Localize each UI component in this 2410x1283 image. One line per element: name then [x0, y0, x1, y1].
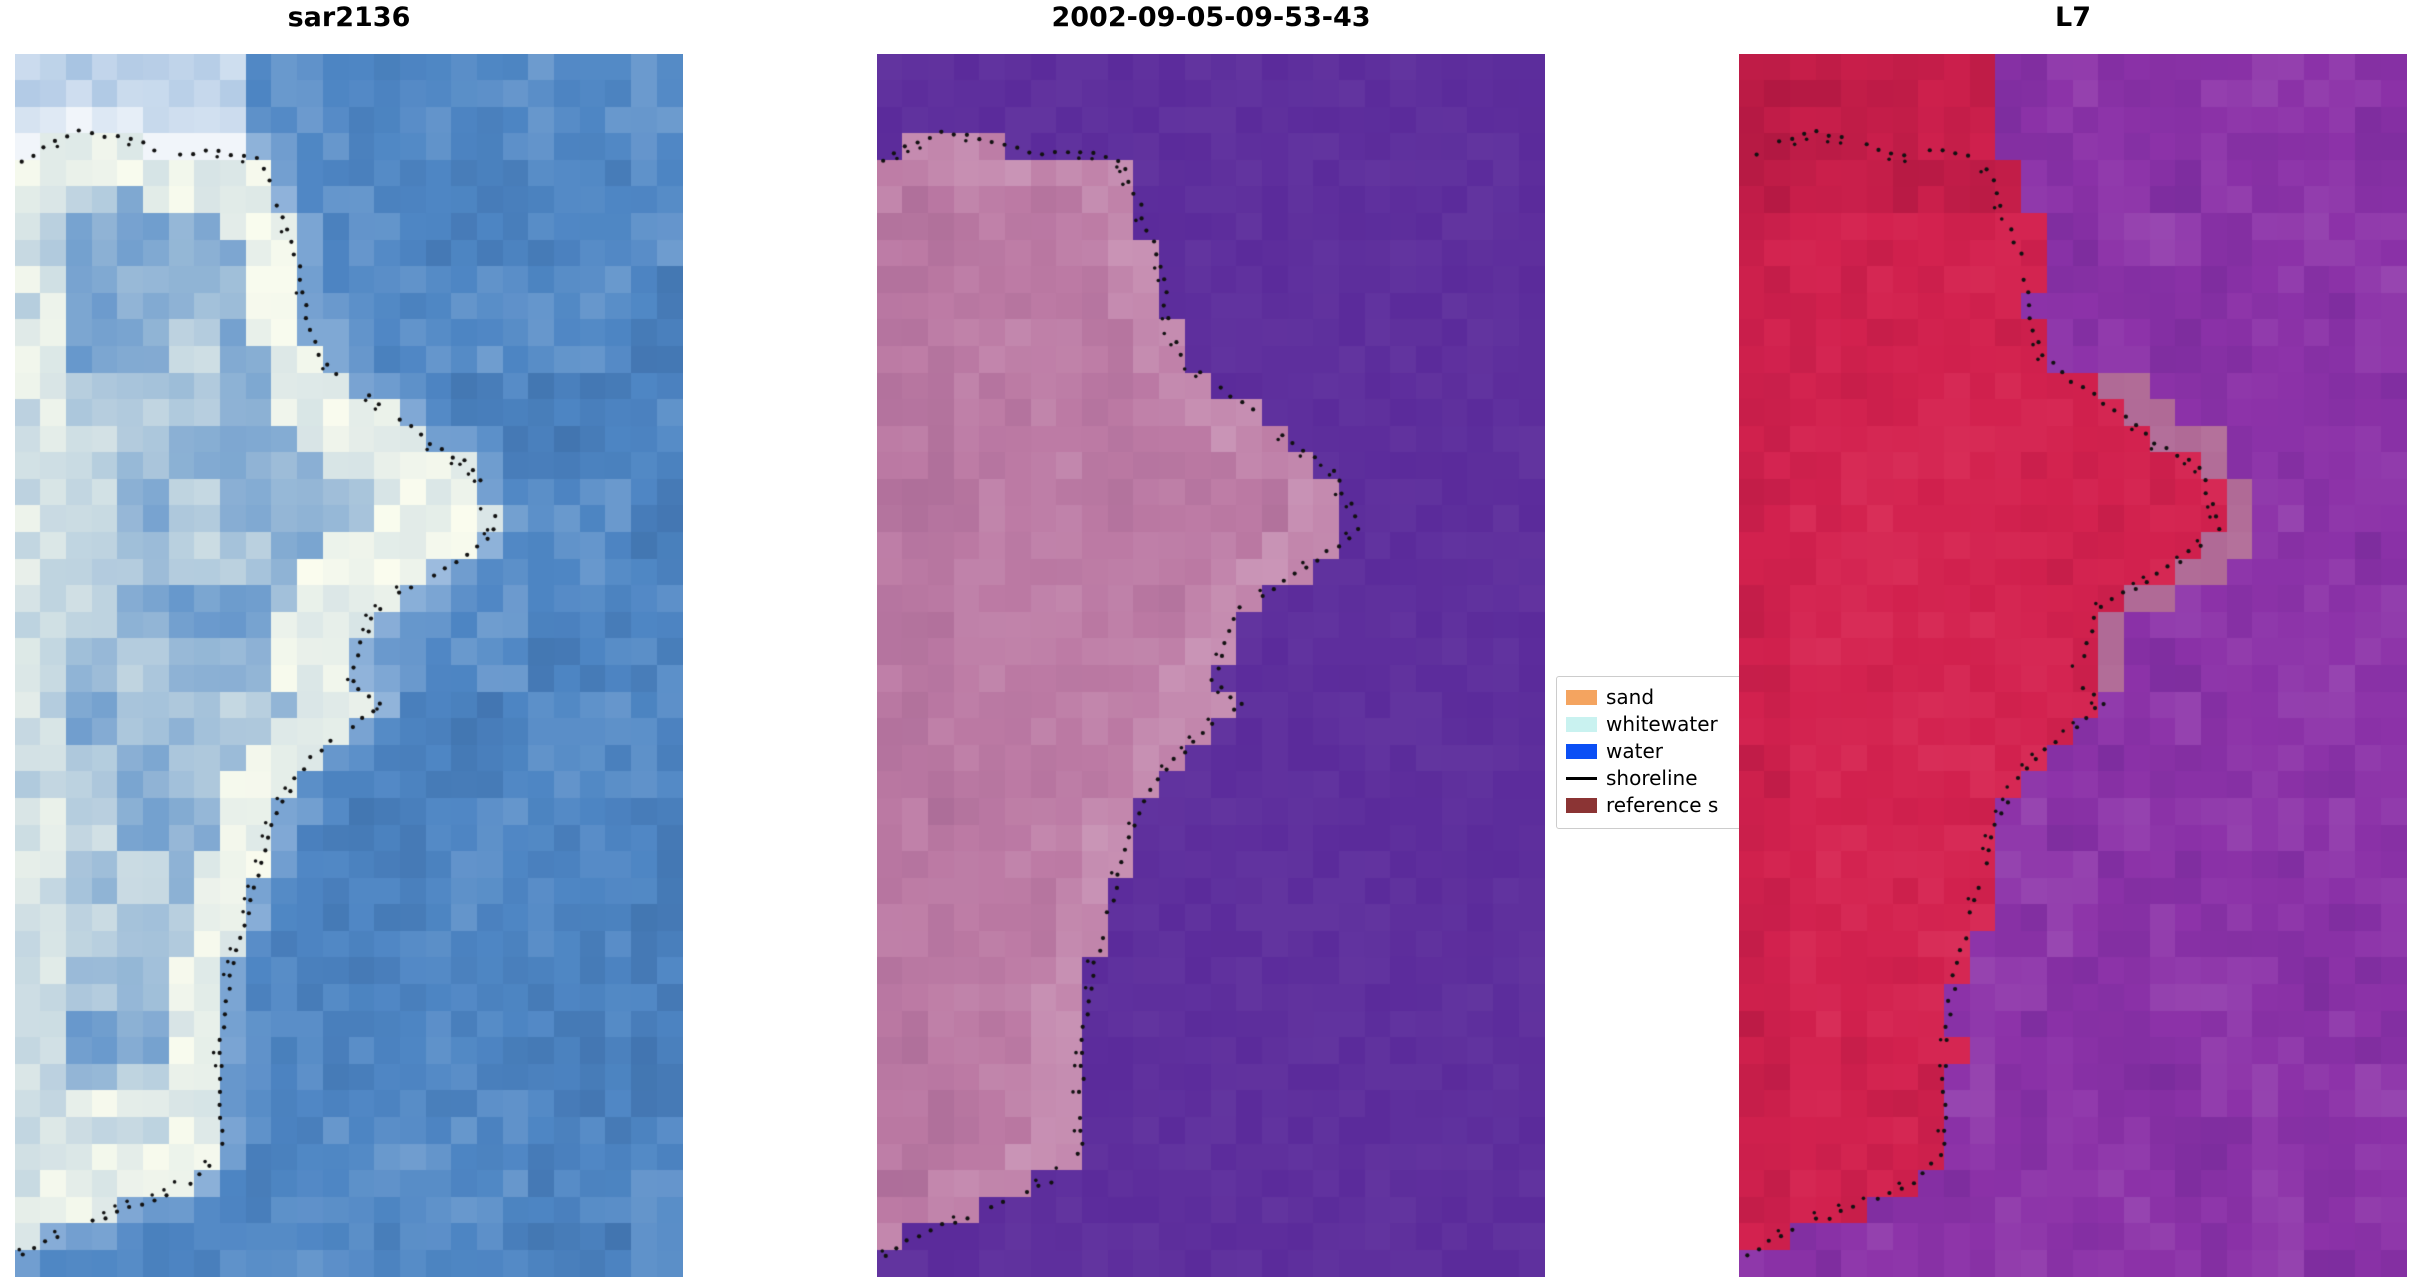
legend-label-water: water — [1606, 739, 1663, 763]
sar-image-canvas — [15, 54, 683, 1277]
legend-item-whitewater: whitewater — [1566, 711, 1738, 738]
legend-label-shoreline: shoreline — [1606, 766, 1698, 790]
legend: sand whitewater water shoreline referenc… — [1556, 676, 1748, 829]
legend-item-shoreline: shoreline — [1566, 765, 1738, 792]
panel-title-classification: 2002-09-05-09-53-43 — [1051, 2, 1371, 33]
reference-shoreline-color-swatch — [1566, 798, 1597, 813]
panel-classification: 2002-09-05-09-53-43 — [877, 0, 1545, 1283]
shoreline-line-swatch — [1566, 777, 1597, 780]
water-color-swatch — [1566, 744, 1597, 759]
panel-title-l7: L7 — [2055, 2, 2091, 33]
legend-label-sand: sand — [1606, 685, 1655, 709]
legend-item-reference-shoreline: reference s — [1566, 792, 1738, 819]
legend-label-reference-shoreline: reference s — [1606, 793, 1719, 817]
legend-item-water: water — [1566, 738, 1738, 765]
legend-label-whitewater: whitewater — [1606, 712, 1718, 736]
panel-l7: L7 — [1739, 0, 2407, 1283]
classification-image-canvas — [877, 54, 1545, 1277]
legend-item-sand: sand — [1566, 684, 1738, 711]
l7-image-canvas — [1739, 54, 2407, 1277]
whitewater-color-swatch — [1566, 717, 1597, 732]
panel-sar2136: sar2136 — [15, 0, 683, 1283]
sand-color-swatch — [1566, 690, 1597, 705]
panel-title-sar2136: sar2136 — [287, 2, 411, 33]
